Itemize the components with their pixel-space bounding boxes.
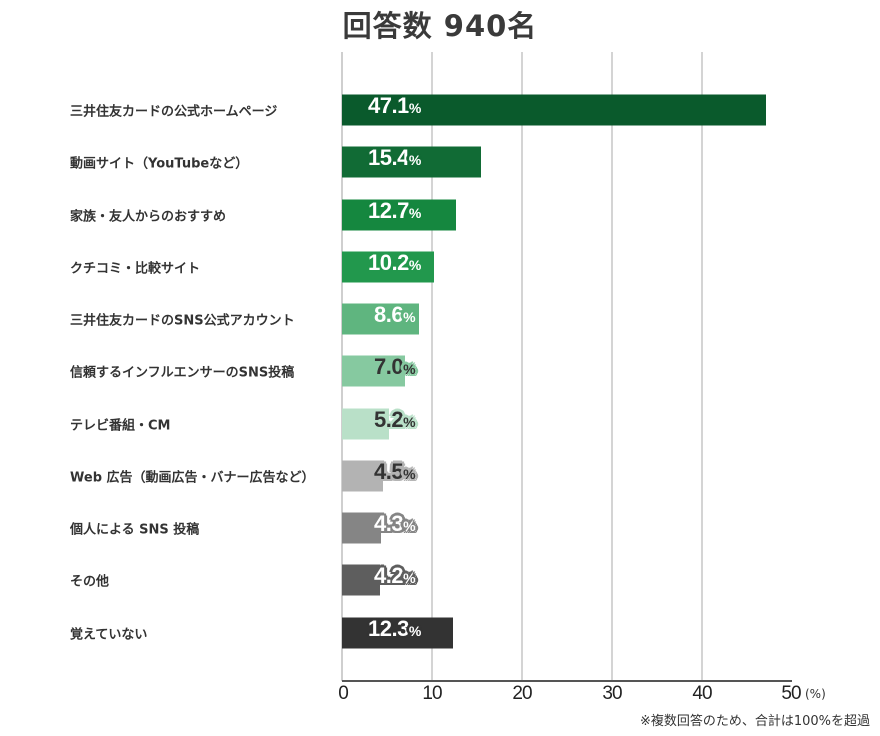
- value-number: 15.4: [368, 145, 409, 170]
- value-label: 4.3%: [374, 511, 416, 537]
- percent-sign: %: [408, 100, 421, 116]
- bar: [342, 251, 434, 283]
- value-label: 5.2%: [374, 407, 416, 433]
- category-label: Web 広告（動画広告・バナー広告など）: [70, 470, 315, 486]
- value-label: 12.3%: [368, 616, 421, 642]
- x-tick-20: 20: [512, 683, 532, 704]
- category-label: 信頼するインフルエンサーのSNS投稿: [70, 365, 295, 381]
- bar: [342, 199, 456, 231]
- category-label: テレビ番組・CM: [70, 418, 171, 434]
- value-label: 7.0%: [374, 354, 416, 380]
- bar: [342, 617, 453, 649]
- percent-sign: %: [408, 205, 421, 221]
- value-number: 12.7: [368, 198, 409, 223]
- bar: [342, 94, 766, 126]
- value-label: 8.6%: [374, 302, 416, 328]
- value-label: 4.5%: [374, 459, 416, 485]
- value-label: 47.1%: [368, 93, 421, 119]
- percent-sign: %: [403, 309, 416, 325]
- bar: [342, 146, 481, 178]
- value-number: 4.5: [374, 459, 404, 484]
- category-label: 三井住友カードの公式ホームページ: [70, 104, 278, 120]
- bar: [342, 355, 405, 387]
- value-label: 15.4%: [368, 145, 421, 171]
- chart-title: 回答数 940名: [342, 9, 538, 43]
- percent-sign: %: [403, 570, 416, 586]
- value-label: 12.7%: [368, 198, 421, 224]
- percent-sign: %: [408, 152, 421, 168]
- category-label: クチコミ・比較サイト: [70, 261, 201, 277]
- x-tick-30: 30: [602, 683, 622, 704]
- percent-sign: %: [403, 414, 416, 430]
- bar: [342, 408, 389, 440]
- category-label: その他: [70, 574, 110, 590]
- percent-sign: %: [403, 518, 416, 534]
- x-tick-10: 10: [422, 683, 442, 704]
- value-number: 4.3: [374, 511, 404, 536]
- value-label: 4.2%: [374, 563, 416, 589]
- category-label: 覚えていない: [70, 627, 148, 643]
- gridline-40: [701, 52, 703, 681]
- value-number: 8.6: [374, 302, 404, 327]
- value-label: 10.2%: [368, 250, 421, 276]
- bar: [342, 303, 419, 335]
- category-label: 個人による SNS 投稿: [70, 522, 200, 538]
- gridline-20: [521, 52, 523, 681]
- x-axis-unit: (%): [805, 687, 826, 701]
- percent-sign: %: [403, 361, 416, 377]
- percent-sign: %: [408, 257, 421, 273]
- value-number: 10.2: [368, 250, 409, 275]
- x-tick-0: 0: [338, 683, 349, 704]
- category-label: 三井住友カードのSNS公式アカウント: [70, 313, 295, 329]
- bar: [342, 460, 383, 492]
- category-label: 動画サイト（YouTubeなど）: [70, 156, 249, 172]
- bar: [342, 564, 380, 596]
- percent-sign: %: [408, 623, 421, 639]
- plot-area: [342, 52, 792, 681]
- value-number: 7.0: [374, 354, 404, 379]
- value-number: 5.2: [374, 407, 404, 432]
- value-number: 47.1: [368, 93, 409, 118]
- percent-sign: %: [403, 466, 416, 482]
- category-label: 家族・友人からのおすすめ: [70, 209, 227, 225]
- value-number: 12.3: [368, 616, 409, 641]
- x-tick-50: 50: [781, 683, 801, 704]
- gridline-30: [611, 52, 613, 681]
- bar: [342, 512, 381, 544]
- x-axis-line: [342, 680, 792, 682]
- footnote: ※複数回答のため、合計は100%を超過: [639, 714, 870, 729]
- x-tick-40: 40: [692, 683, 712, 704]
- gridline-10: [431, 52, 433, 681]
- value-number: 4.2: [374, 563, 404, 588]
